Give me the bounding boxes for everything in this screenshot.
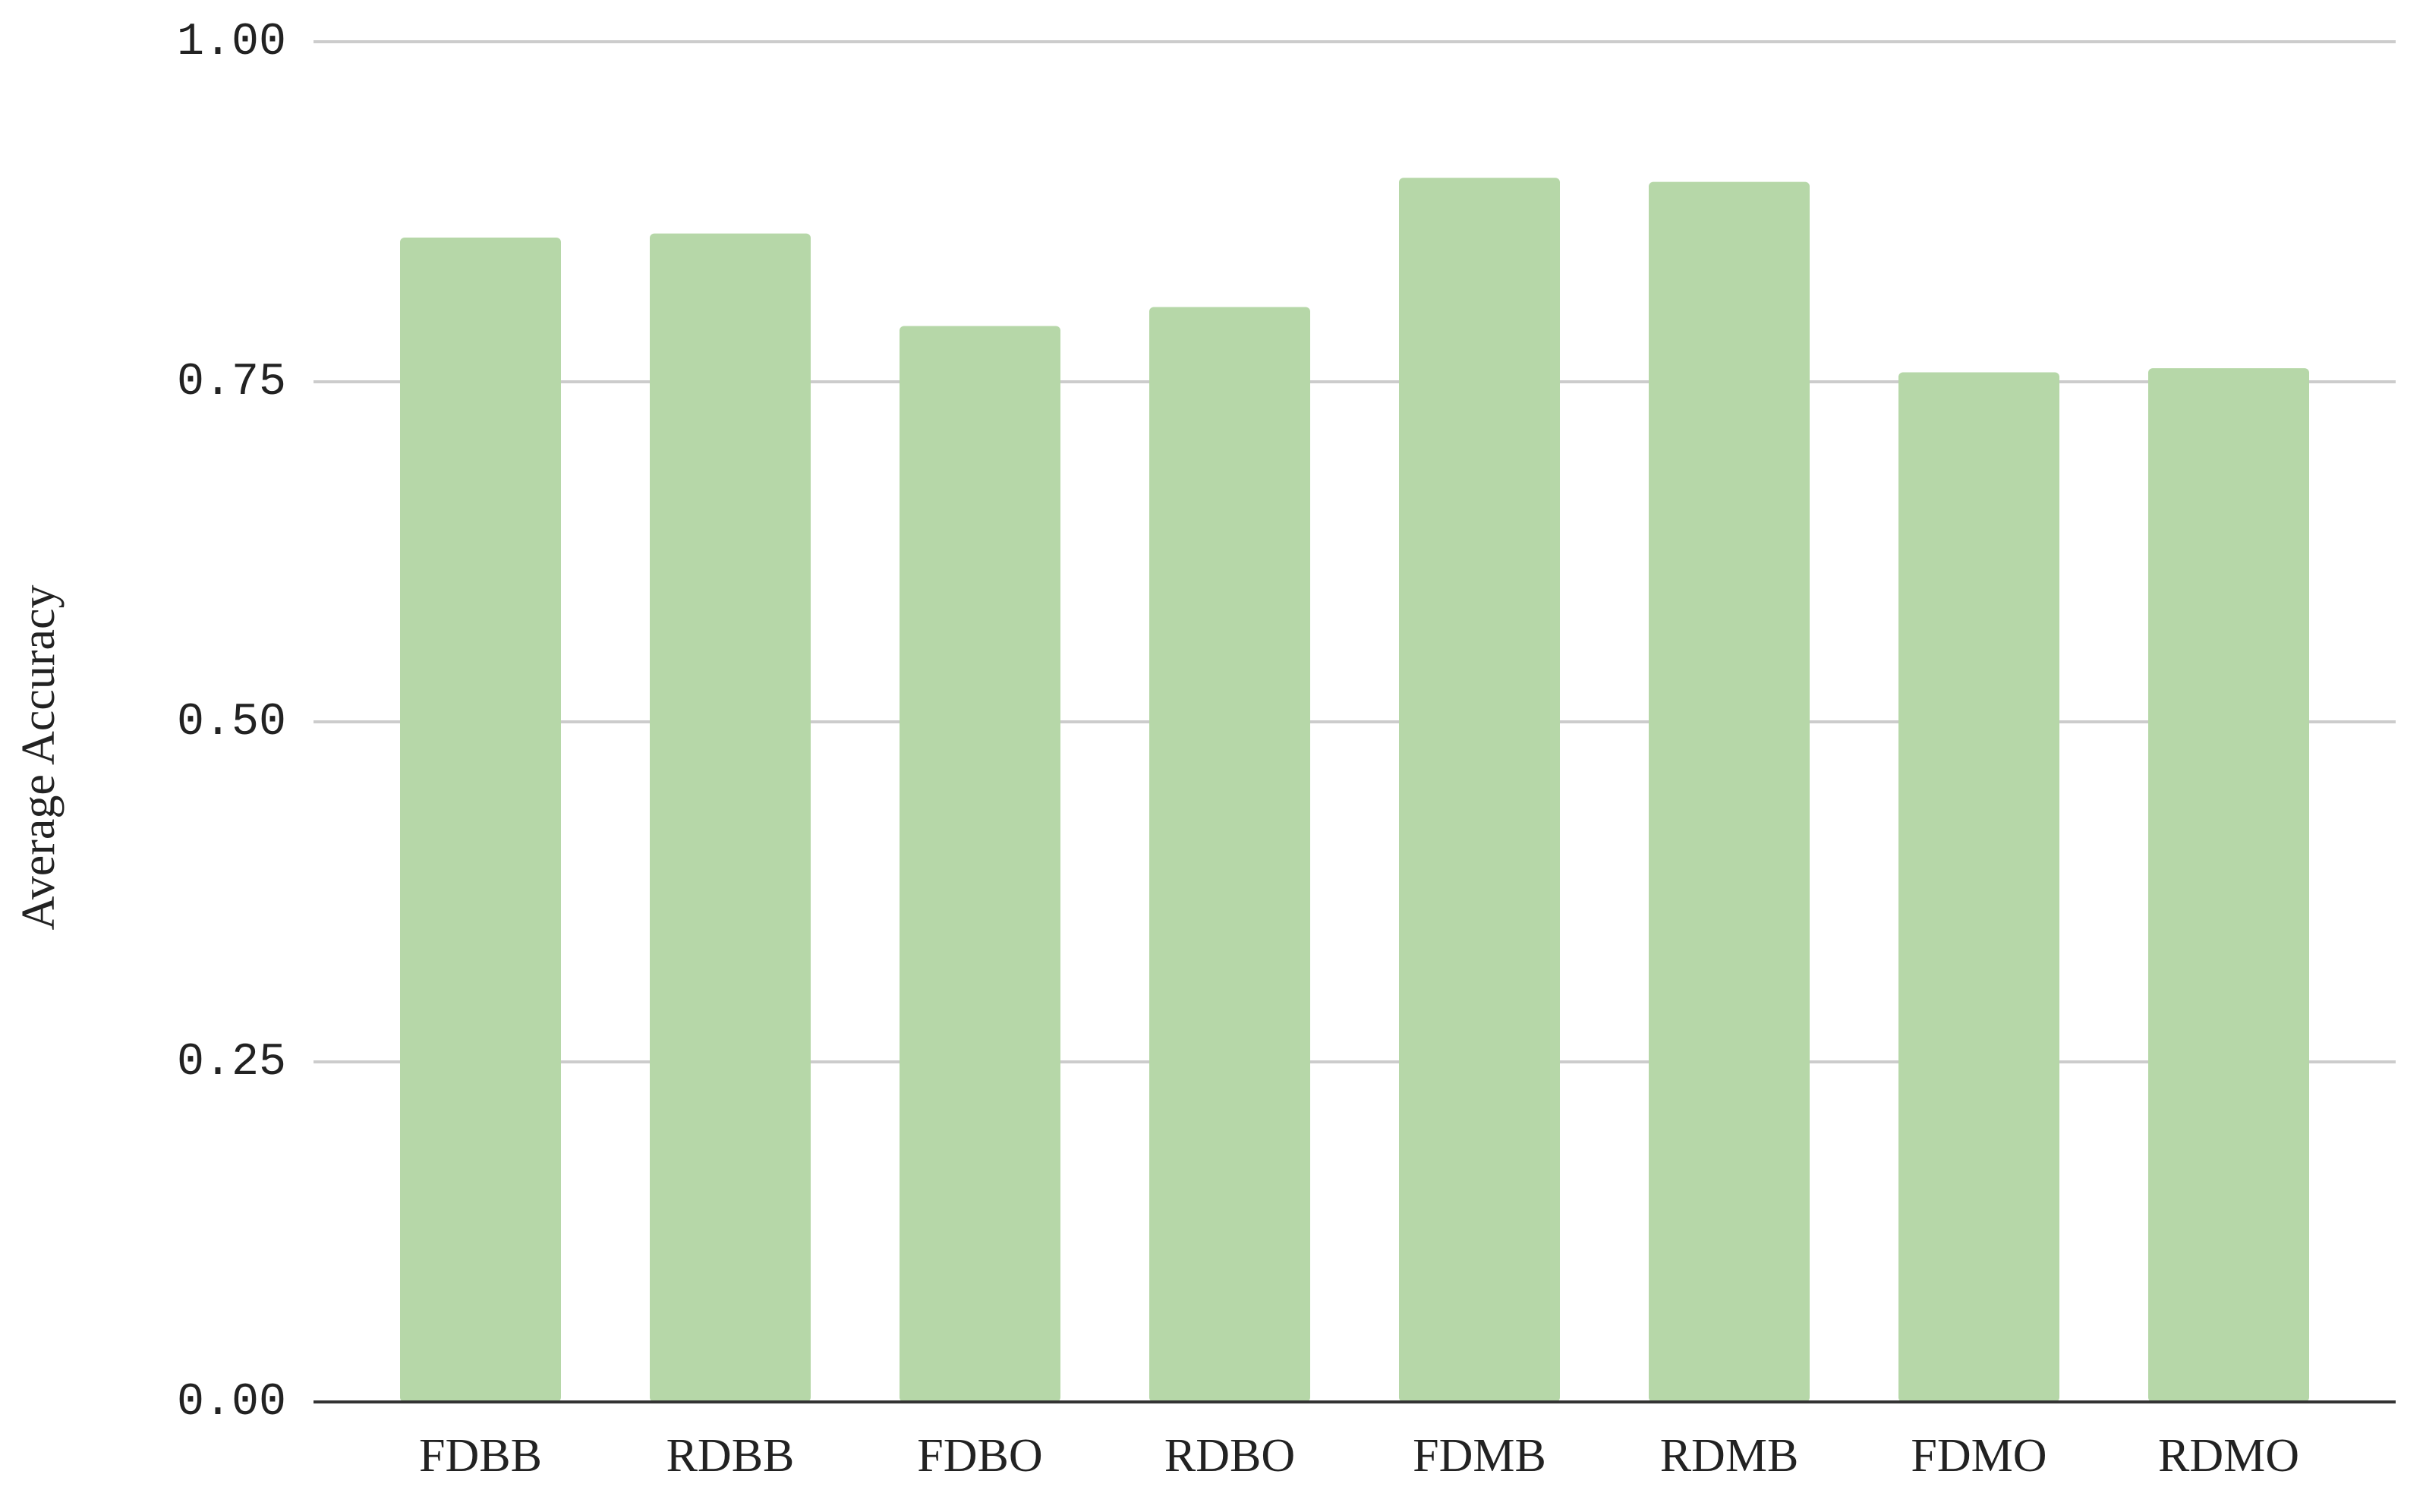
x-tick-label: RDMB [1660,1430,1799,1482]
bar [2148,368,2309,1403]
bar [900,326,1060,1402]
x-tick-label: RDBB [666,1430,795,1482]
x-tick-label: FDBB [419,1430,542,1482]
x-tick-label: FDMB [1413,1430,1546,1482]
bar [1898,372,2059,1402]
x-tick-label: FDBO [917,1430,1042,1482]
y-tick-label: 0.00 [177,1377,286,1429]
bar [1149,307,1310,1403]
x-tick-label: FDMO [1911,1430,2046,1482]
x-tick-label: RDBO [1164,1430,1295,1482]
x-tick-label: RDMO [2158,1430,2299,1482]
y-axis-title: Average Accuracy [13,585,65,931]
y-tick-label: 0.75 [177,357,286,408]
y-tick-label: 1.00 [177,17,286,68]
y-tick-label: 0.25 [177,1037,286,1088]
bar [1649,181,1810,1402]
bar [650,233,811,1402]
bar [400,238,561,1403]
bar [1399,178,1560,1403]
y-tick-label: 0.50 [177,697,286,748]
